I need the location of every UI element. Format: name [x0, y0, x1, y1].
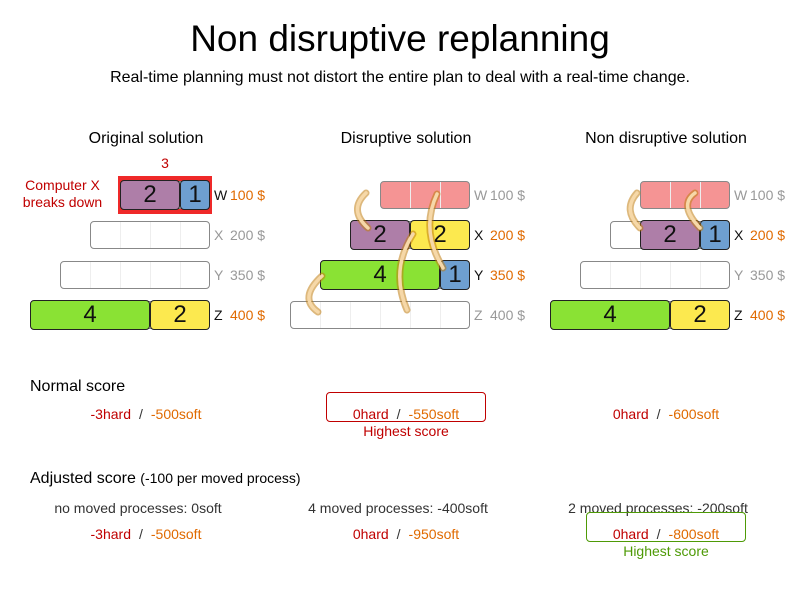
process-block[interactable]: 1	[700, 220, 730, 250]
computer-price: 200 $	[490, 227, 526, 243]
computer-price: 200 $	[230, 227, 266, 243]
computer-name: Z	[734, 307, 743, 323]
overload-count: 3	[161, 155, 169, 171]
adjusted-score: 0hard / -800soft	[536, 526, 796, 542]
process-block[interactable]: 2	[150, 300, 210, 330]
computer-price: 100 $	[230, 187, 266, 203]
highest-score-label: Highest score	[623, 543, 709, 559]
process-block[interactable]: 2	[410, 220, 470, 250]
computer-y-slot	[580, 261, 730, 289]
computer-x-slot	[90, 221, 210, 249]
hard-score: -3hard	[90, 526, 131, 542]
hard-score: 0hard	[352, 406, 389, 422]
computer-name: X	[214, 227, 224, 243]
adjusted-score-label: Adjusted score	[30, 470, 136, 487]
computer-price: 200 $	[750, 227, 786, 243]
process-block[interactable]: 1	[440, 260, 470, 290]
column-title: Original solution	[88, 130, 204, 147]
computer-y-slot	[60, 261, 210, 289]
computer-name: W	[474, 187, 488, 203]
process-block[interactable]: 4	[320, 260, 440, 290]
process-block[interactable]: 4	[30, 300, 150, 330]
page-title: Non disruptive replanning	[190, 18, 610, 59]
computer-price: 400 $	[750, 307, 786, 323]
soft-score: -800soft	[668, 526, 720, 542]
highest-score-box	[326, 392, 486, 422]
adjusted-score-note: (-100 per moved process)	[140, 470, 301, 486]
computer-name: X	[474, 227, 484, 243]
computer-name: X	[734, 227, 744, 243]
computer-price: 400 $	[230, 307, 266, 323]
column-title: Disruptive solution	[340, 130, 472, 147]
process-block[interactable]: 4	[550, 300, 670, 330]
adjusted-score-heading: Adjusted score (-100 per moved process)	[30, 470, 301, 488]
process-block[interactable]: 2	[670, 300, 730, 330]
normal-score: 0hard / -550soft	[276, 406, 536, 422]
process-block[interactable]: 1	[180, 180, 210, 210]
computer-z-slot	[290, 301, 470, 329]
soft-score: -550soft	[408, 406, 460, 422]
computer-price: 100 $	[490, 187, 526, 203]
process-block[interactable]: 2	[640, 220, 700, 250]
hard-score: 0hard	[612, 526, 649, 542]
process-block[interactable]: 2	[120, 180, 180, 210]
computer-name: Y	[474, 267, 484, 283]
breakdown-note-line1: Computer X	[25, 177, 100, 193]
computer-price: 350 $	[750, 267, 786, 283]
normal-score: 0hard / -600soft	[536, 406, 796, 422]
hard-score: 0hard	[352, 526, 389, 542]
score-separator: /	[396, 406, 401, 422]
computer-name: W	[734, 187, 748, 203]
score-separator: /	[656, 526, 661, 542]
adjusted-score: 0hard / -950soft	[276, 526, 536, 542]
soft-score: -950soft	[408, 526, 460, 542]
hard-score: 0hard	[612, 406, 649, 422]
computer-price: 400 $	[490, 307, 526, 323]
hard-score: -3hard	[90, 406, 131, 422]
score-separator: /	[138, 406, 143, 422]
normal-score-label: Normal score	[30, 378, 126, 395]
soft-score: -600soft	[668, 406, 720, 422]
soft-score: -500soft	[150, 526, 202, 542]
highest-score-box	[586, 512, 746, 542]
computer-w-slot	[380, 181, 470, 209]
computer-name: Y	[734, 267, 744, 283]
soft-score: -500soft	[150, 406, 202, 422]
process-block[interactable]: 2	[350, 220, 410, 250]
computer-name: Y	[214, 267, 224, 283]
column-title: Non disruptive solution	[585, 130, 747, 147]
adjusted-score: -3hard / -500soft	[16, 526, 276, 542]
normal-score: -3hard / -500soft	[16, 406, 276, 422]
breakdown-note-line2: breaks down	[22, 194, 103, 210]
page-subtitle: Real-time planning must not distort the …	[110, 69, 690, 86]
moved-processes: no moved processes: 0soft	[54, 500, 222, 516]
moved-processes: 4 moved processes: -400soft	[308, 500, 488, 516]
computer-name: W	[214, 187, 228, 203]
highest-score-label: Highest score	[363, 423, 449, 439]
computer-price: 350 $	[230, 267, 266, 283]
computer-price: 350 $	[490, 267, 526, 283]
computer-name: Z	[474, 307, 483, 323]
score-separator: /	[138, 526, 143, 542]
breakdown-note: Computer X breaks down	[10, 177, 115, 211]
score-separator: /	[396, 526, 401, 542]
score-separator: /	[656, 406, 661, 422]
computer-name: Z	[214, 307, 223, 323]
computer-price: 100 $	[750, 187, 786, 203]
